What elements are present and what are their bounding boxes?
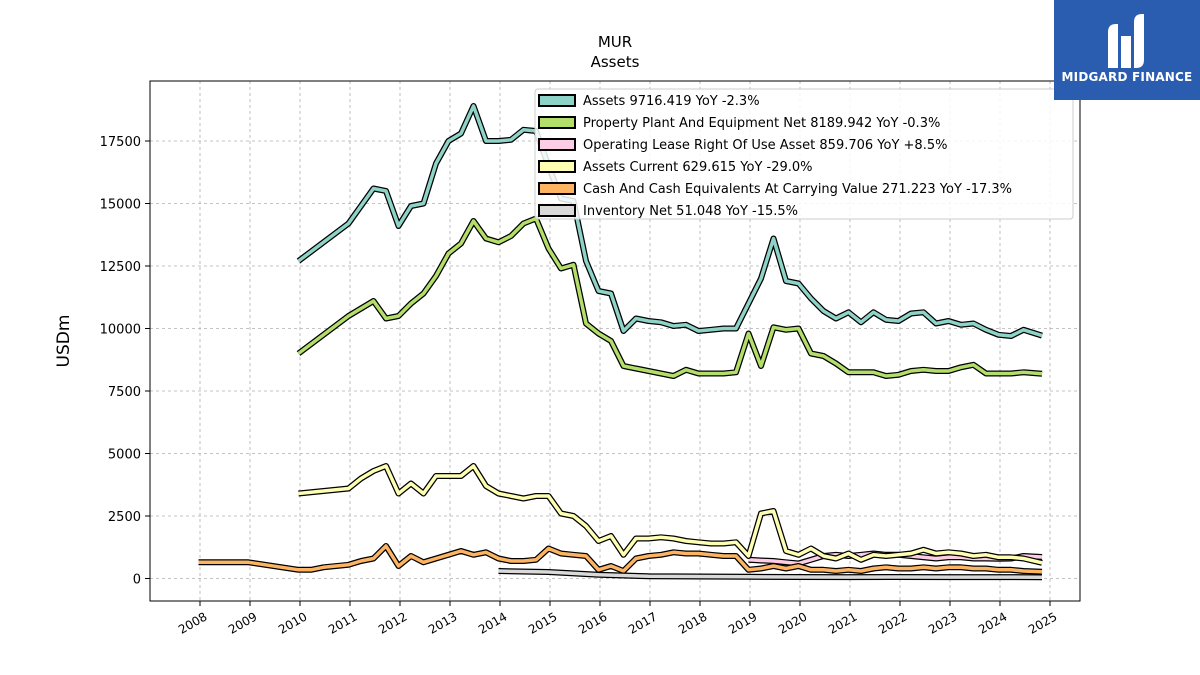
x-tick-label: 2024 [976, 609, 1009, 636]
x-tick-label: 2014 [476, 609, 509, 636]
legend-label: Inventory Net 51.048 YoY -15.5% [583, 204, 798, 219]
series-property-plant-and-equipment-net [296, 215, 1043, 379]
y-tick-label: 5000 [108, 448, 141, 463]
legend-swatch [538, 182, 576, 195]
x-tick-label: 2018 [676, 609, 709, 636]
series-outline [298, 463, 1043, 566]
legend-label: Assets Current 629.615 YoY -29.0% [583, 160, 813, 175]
x-tick-label: 2013 [426, 609, 459, 636]
y-tick-label: 17500 [100, 135, 141, 150]
legend-swatch [538, 138, 576, 151]
series-outline [296, 215, 1043, 379]
series-assets [296, 103, 1043, 339]
legend-swatch [538, 204, 576, 217]
legend-swatch [538, 116, 576, 129]
x-tick-label: 2008 [176, 609, 209, 636]
y-axis: 0 2500 5000 7500 10000 12500 15000 17500 [100, 135, 150, 588]
series-line [297, 216, 1043, 378]
x-tick-label: 2021 [826, 609, 859, 636]
legend-item: Operating Lease Right Of Use Asset 859.7… [538, 138, 947, 153]
x-tick-label: 2016 [576, 609, 609, 636]
series-line [297, 104, 1043, 338]
legend-swatch [538, 160, 576, 173]
legend-swatch [538, 94, 576, 107]
chart-subtitle: Assets [591, 53, 640, 71]
brand-logo: MIDGARD FINANCE [1054, 0, 1200, 100]
series-cash-and-cash-equivalents-at-carrying-value [198, 543, 1043, 575]
y-tick-label: 2500 [108, 510, 141, 525]
x-tick-label: 2011 [326, 609, 359, 636]
series-assets-current [298, 463, 1043, 566]
legend-item: Property Plant And Equipment Net 8189.94… [538, 116, 940, 131]
legend-label: Assets 9716.419 YoY -2.3% [583, 94, 760, 109]
x-tick-label: 2015 [526, 609, 559, 636]
y-axis-label: USDm [54, 315, 74, 368]
legend-label: Property Plant And Equipment Net 8189.94… [583, 116, 940, 131]
legend-label: Cash And Cash Equivalents At Carrying Va… [583, 182, 1012, 197]
x-tick-label: 2019 [726, 609, 759, 636]
series-line [298, 464, 1043, 565]
x-tick-label: 2025 [1026, 609, 1059, 636]
series-layer [198, 103, 1043, 581]
series-line [198, 544, 1043, 574]
x-tick-label: 2009 [226, 609, 259, 636]
logo-text: MIDGARD FINANCE [1061, 70, 1193, 84]
x-tick-label: 2010 [276, 609, 309, 636]
y-tick-label: 7500 [108, 385, 141, 400]
x-tick-label: 2022 [876, 609, 909, 636]
y-tick-label: 15000 [100, 198, 141, 213]
series-inventory-net [498, 568, 1043, 581]
x-axis: 2008 2009 2010 2011 2012 2013 2014 2015 2016 2017… [176, 601, 1060, 637]
x-tick-label: 2023 [926, 609, 959, 636]
x-tick-label: 2020 [776, 609, 809, 636]
x-tick-label: 2017 [626, 609, 659, 636]
series-line [498, 569, 1043, 579]
y-tick-label: 12500 [100, 260, 141, 275]
legend-item: Inventory Net 51.048 YoY -15.5% [538, 204, 798, 219]
y-tick-label: 0 [133, 573, 141, 588]
x-tick-label: 2012 [376, 609, 409, 636]
legend-item: Assets Current 629.615 YoY -29.0% [538, 160, 813, 175]
legend-label: Operating Lease Right Of Use Asset 859.7… [583, 138, 947, 153]
y-tick-label: 10000 [100, 323, 141, 338]
legend-item: Assets 9716.419 YoY -2.3% [538, 94, 760, 109]
logo-mark-icon [1108, 14, 1144, 68]
legend-item: Cash And Cash Equivalents At Carrying Va… [538, 182, 1012, 197]
chart-title: MUR [598, 33, 632, 51]
legend: Assets 9716.419 YoY -2.3% Property Plant … [534, 88, 1074, 220]
legend-box [534, 88, 1074, 220]
plot-frame [149, 80, 1081, 602]
